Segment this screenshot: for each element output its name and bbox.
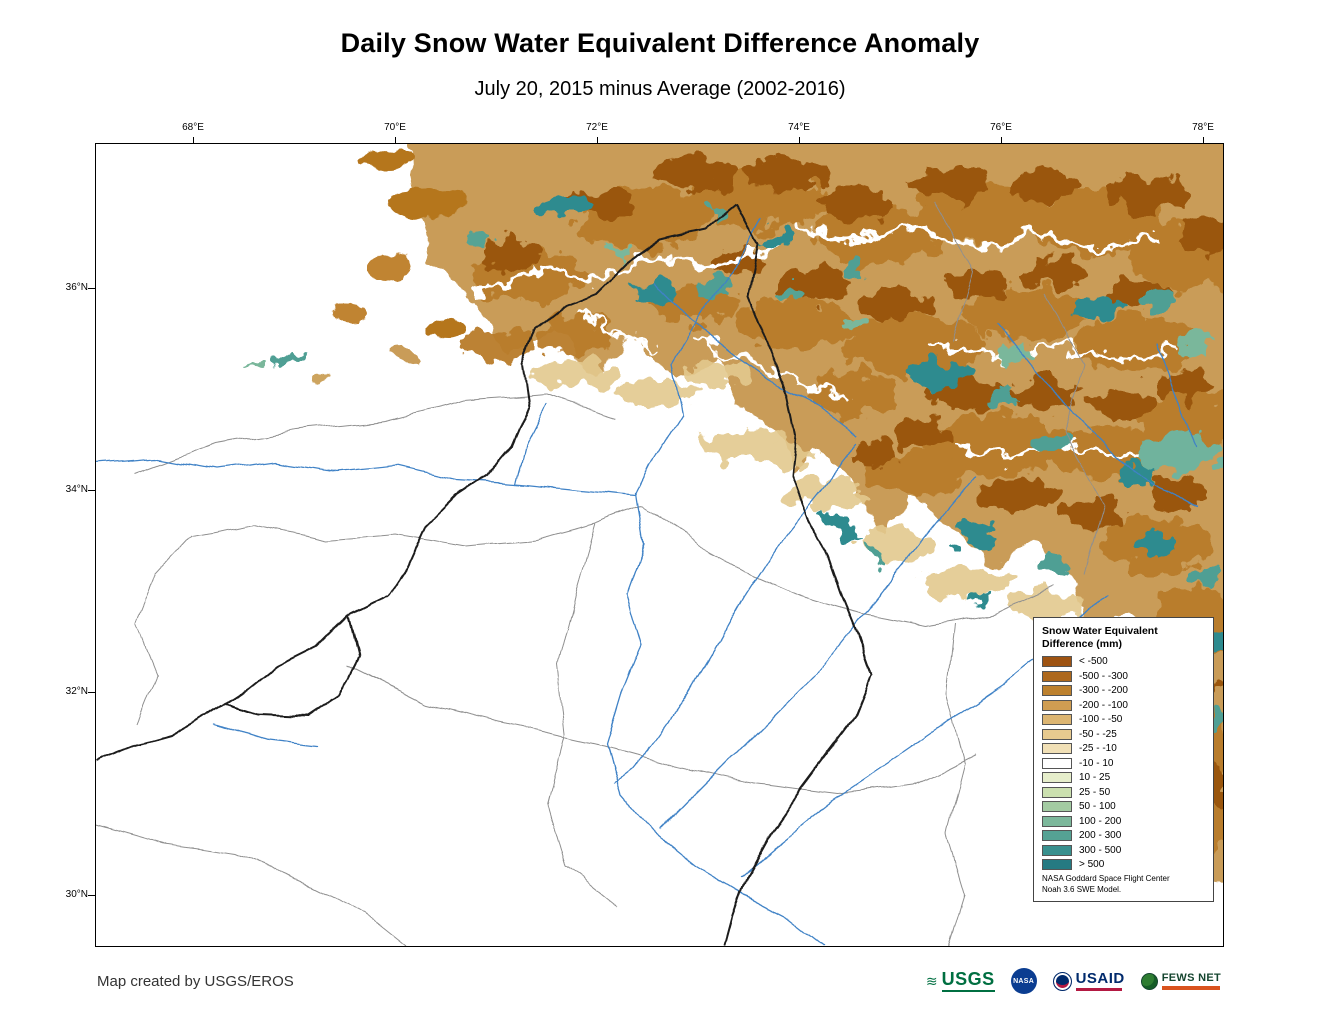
legend-entry: -500 - -300 [1042,670,1205,682]
y-axis-tick-mark [88,692,95,693]
y-axis-tick-label: 30°N [65,889,88,900]
x-axis-tick-mark [193,137,194,143]
legend-swatch [1042,699,1072,711]
legend-entry: 25 - 50 [1042,786,1205,798]
legend-label: 100 - 200 [1079,815,1122,827]
valley-whites-layer [473,221,1193,462]
legend-label: -100 - -50 [1079,714,1123,726]
legend-swatch [1042,685,1072,697]
legend: Snow Water Equivalent Difference (mm) < … [1033,617,1214,903]
legend-entry: -10 - 10 [1042,757,1205,769]
fewsnet-globe-icon [1140,972,1158,990]
legend-entry: -50 - -25 [1042,728,1205,740]
legend-swatch [1042,714,1072,726]
x-axis-tick-mark [395,137,396,143]
credit-text: Map created by USGS/EROS [97,973,294,990]
fewsnet-logo-text: FEWS NET [1161,971,1221,984]
y-axis-tick-label: 36°N [65,282,88,293]
logo-row: ≋ USGS NASA USAID FEWS NET [926,968,1221,994]
legend-label: 300 - 500 [1079,844,1122,856]
x-axis-tick-mark [597,137,598,143]
map-frame [95,143,1224,947]
legend-label: > 500 [1079,859,1105,871]
nasa-meatball-icon: NASA [1010,968,1037,994]
legend-swatch [1042,757,1072,769]
x-axis-tick-label: 76°E [990,122,1012,133]
y-axis-tick-mark [88,288,95,289]
y-axis-tick-label: 34°N [65,484,88,495]
country-borders-layer [96,203,873,946]
legend-label: -500 - -300 [1079,670,1128,682]
legend-entry: -25 - -10 [1042,743,1205,755]
legend-entry: 300 - 500 [1042,844,1205,856]
legend-entry: 10 - 25 [1042,772,1205,784]
legend-entry: < -500 [1042,656,1205,668]
legend-title: Snow Water Equivalent Difference (mm) [1042,625,1158,651]
usgs-logo: ≋ USGS [925,969,995,992]
legend-swatch [1042,743,1072,755]
y-axis-tick-label: 32°N [65,686,88,697]
usaid-logo-text: USAID [1075,970,1125,987]
legend-entry: -300 - -200 [1042,685,1205,697]
legend-label: -300 - -200 [1079,685,1128,697]
legend-label: -10 - 10 [1079,757,1114,769]
x-axis-tick-mark [1203,137,1204,143]
legend-swatch [1042,670,1072,682]
legend-label: 25 - 50 [1079,786,1111,798]
legend-swatch [1042,859,1072,871]
legend-entry: -200 - -100 [1042,699,1205,711]
page-subtitle: July 20, 2015 minus Average (2002-2016) [474,78,846,100]
legend-entry: > 500 [1042,859,1205,871]
usgs-logo-text: USGS [941,969,995,992]
x-axis-tick-mark [1001,137,1002,143]
nasa-logo-text: NASA [1013,977,1035,985]
legend-swatch [1042,656,1072,668]
x-axis-tick-label: 68°E [182,122,204,133]
legend-entry: 50 - 100 [1042,801,1205,813]
y-axis-tick-mark [88,895,95,896]
x-axis-tick-label: 72°E [586,122,608,133]
y-axis-tick-mark [88,490,95,491]
legend-label: -25 - -10 [1079,743,1117,755]
fewsnet-logo: FEWS NET [1140,971,1221,990]
usgs-wave-icon: ≋ [925,972,938,989]
x-axis-tick-label: 74°E [788,122,810,133]
legend-swatch [1042,801,1072,813]
legend-label: < -500 [1079,656,1108,668]
legend-entry: 100 - 200 [1042,815,1205,827]
watershed-boundaries-layer [96,201,1105,946]
legend-note: NASA Goddard Space Flight Center Noah 3.… [1042,874,1170,894]
x-axis-tick-mark [799,137,800,143]
legend-swatch [1042,772,1072,784]
x-axis-tick-label: 78°E [1192,122,1214,133]
legend-label: 200 - 300 [1079,830,1122,842]
usaid-tagline-bar [1075,988,1122,991]
legend-entry: -100 - -50 [1042,714,1205,726]
terrain-teal-layer [250,194,1223,731]
usaid-logo: USAID [1052,970,1125,991]
fewsnet-tagline-bar [1161,985,1220,990]
page-title: Daily Snow Water Equivalent Difference A… [340,28,980,58]
legend-label: 50 - 100 [1079,801,1116,813]
legend-label: 10 - 25 [1079,772,1111,784]
legend-entry: 200 - 300 [1042,830,1205,842]
usaid-seal-icon [1052,971,1072,991]
legend-label: -50 - -25 [1079,728,1117,740]
legend-swatch [1042,815,1072,827]
x-axis-tick-label: 70°E [384,122,406,133]
nasa-logo: NASA [1010,968,1037,994]
legend-swatch [1042,844,1072,856]
legend-swatch [1042,786,1072,798]
legend-label: -200 - -100 [1079,699,1128,711]
legend-swatch [1042,728,1072,740]
legend-swatch [1042,830,1072,842]
